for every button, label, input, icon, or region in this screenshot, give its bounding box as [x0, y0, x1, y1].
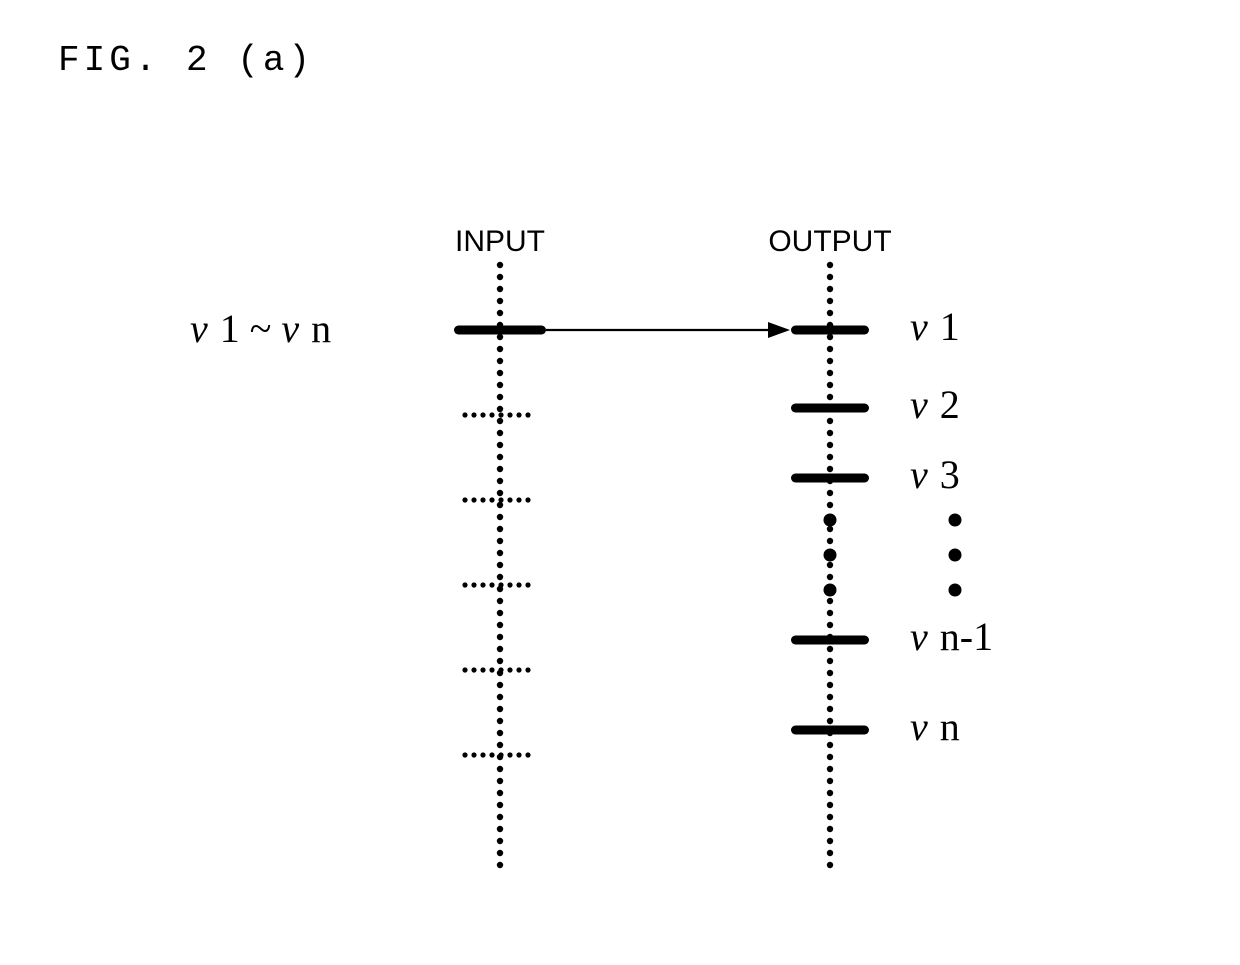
output-tick-3 — [791, 474, 869, 483]
arrow-head — [768, 322, 790, 338]
output-tick-4 — [791, 636, 869, 645]
output-axis-ellipsis-dot-3 — [824, 584, 837, 597]
output-axis-ellipsis-dot-2 — [824, 549, 837, 562]
input-tick-dotted-5 — [462, 752, 530, 757]
output-axis-ellipsis-dot-1 — [824, 514, 837, 527]
input-tick-dotted-4 — [462, 667, 530, 672]
output-tick-2 — [791, 404, 869, 413]
output-axis — [827, 262, 833, 868]
input-tick-solid — [454, 326, 546, 335]
diagram-geometry — [0, 0, 1240, 965]
output-tick-1 — [791, 326, 869, 335]
output-tick-5 — [791, 726, 869, 735]
input-axis — [497, 262, 503, 868]
input-tick-dotted-1 — [462, 412, 530, 417]
output-label-ellipsis-dot-1 — [949, 514, 962, 527]
output-label-ellipsis-dot-3 — [949, 584, 962, 597]
input-tick-dotted-3 — [462, 582, 530, 587]
input-tick-dotted-2 — [462, 497, 530, 502]
output-label-ellipsis-dot-2 — [949, 549, 962, 562]
